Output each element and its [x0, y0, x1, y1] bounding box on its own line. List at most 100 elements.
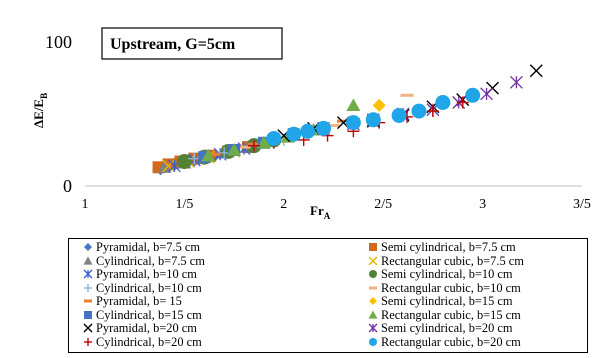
legend-marker-icon: [83, 283, 95, 293]
data-point: [201, 148, 216, 162]
legend-item: Cylindrical, b=15 cm: [83, 307, 202, 322]
legend-marker: [368, 256, 378, 265]
y-tick-label: 100: [45, 32, 72, 52]
legend-label: Cylindrical, b=10 cm: [96, 280, 202, 295]
legend-label: Cylindrical, b=7.5 cm: [96, 253, 205, 268]
data-point: [400, 93, 414, 97]
legend-marker-icon: [83, 296, 95, 306]
data-point: [256, 135, 271, 149]
data-point: [316, 120, 332, 136]
legend-marker-icon: [368, 310, 380, 320]
legend-marker: [369, 297, 377, 305]
legend-marker: [369, 286, 377, 289]
data-point: [411, 103, 427, 119]
legend-marker: [369, 243, 377, 251]
legend-marker: [369, 337, 377, 346]
legend-item: Semi cylindrical, b=10 cm: [368, 268, 513, 280]
legend-label: Semi cylindrical, b=20 cm: [381, 321, 513, 335]
data-point: [237, 145, 251, 149]
legend-marker-icon: [83, 269, 95, 279]
legend-item: Semi cylindrical, b=15 cm: [368, 295, 513, 307]
legend-marker: [84, 243, 92, 251]
x-tick-label: 1: [82, 197, 89, 212]
x-tick-label: 3: [479, 197, 486, 212]
legend-label: Rectangular cubic, b=7.5 cm: [381, 253, 524, 268]
x-tick-labels: 1 1/5 2 2/5 3 3/5: [82, 197, 591, 212]
data-point: [345, 115, 361, 131]
title-box: Upstream, G=5cm: [101, 27, 283, 60]
legend-item: Pyramidal, b=20 cm: [83, 322, 197, 334]
legend-marker-icon: [368, 283, 380, 293]
legend-marker-icon: [83, 323, 95, 333]
y-axis-label: ΔE/EB: [31, 93, 49, 128]
legend-marker: [84, 310, 92, 319]
data-point: [435, 94, 451, 110]
legend-label: Pyramidal, b=7.5 cm: [96, 240, 201, 254]
data-point: [300, 123, 316, 139]
legend-marker-icon: [368, 242, 380, 252]
x-axis-label: FrA: [310, 203, 331, 221]
legend-marker: [83, 269, 93, 279]
legend-item: Cylindrical, b=10 cm: [83, 280, 202, 295]
legend-label: Rectangular cubic, b=20 cm: [381, 334, 521, 349]
legend-item: Rectangular cubic, b=15 cm: [368, 308, 521, 321]
legend-label: Rectangular cubic, b=10 cm: [381, 280, 521, 295]
y-axis-label-sub: B: [39, 93, 49, 99]
legend-marker-icon: [368, 337, 380, 347]
data-point: [346, 98, 361, 111]
data-point: [176, 154, 192, 170]
y-tick-labels: 0 100: [45, 32, 72, 196]
legend-item: Pyramidal, b= 15: [83, 295, 182, 307]
data-point: [286, 126, 302, 142]
x-tick-label: 3/5: [573, 197, 591, 212]
data-point: [227, 143, 242, 156]
legend-marker: [368, 310, 378, 319]
data-point: [266, 130, 282, 146]
y-axis-label-main: ΔE/E: [31, 99, 46, 128]
data-point: [372, 98, 386, 112]
legend-label: Cylindrical, b=20 cm: [96, 334, 202, 349]
legend-marker-icon: [83, 256, 95, 266]
legend-item: Rectangular cubic, b=7.5 cm: [368, 253, 524, 268]
legend-item: Semi cylindrical, b=20 cm: [368, 322, 513, 334]
x-tick-label: 2: [280, 197, 287, 212]
data-point: [465, 87, 481, 103]
data-point: [529, 64, 543, 78]
legend-marker-icon: [368, 256, 380, 266]
legend-label: Semi cylindrical, b=15 cm: [381, 294, 513, 308]
data-point: [426, 105, 439, 118]
legend-marker: [83, 323, 93, 333]
data-point: [207, 152, 221, 156]
data-point: [157, 160, 172, 173]
data-point: [327, 124, 340, 128]
legend-item: Cylindrical, b=7.5 cm: [83, 253, 205, 268]
chart-title: Upstream, G=5cm: [110, 36, 236, 53]
legend-item: Pyramidal, b=7.5 cm: [83, 241, 200, 253]
data-marks: [152, 64, 543, 176]
legend-item: Cylindrical, b=20 cm: [83, 334, 202, 349]
legend-label: Pyramidal, b=20 cm: [96, 321, 197, 335]
legend-marker: [368, 323, 378, 333]
legend-marker-icon: [368, 323, 380, 333]
legend-label: Cylindrical, b=15 cm: [96, 307, 202, 322]
series-9: [372, 98, 386, 112]
x-tick-label: 2/5: [374, 197, 392, 212]
series-15: [266, 87, 481, 146]
legend-item: Rectangular cubic, b=20 cm: [368, 334, 521, 349]
legend: Pyramidal, b=7.5 cm Semi cylindrical, b=7…: [68, 238, 588, 353]
legend-marker: [84, 299, 92, 303]
y-tick-label: 0: [63, 176, 72, 196]
legend-marker: [84, 337, 92, 346]
x-axis-label-main: Fr: [310, 203, 324, 218]
legend-marker: [83, 256, 93, 265]
legend-label: Semi cylindrical, b=10 cm: [381, 267, 513, 281]
data-point: [247, 139, 260, 152]
x-axis-label-sub: A: [324, 211, 331, 221]
legend-label: Pyramidal, b=10 cm: [96, 267, 197, 281]
legend-marker-icon: [83, 310, 95, 320]
legend-marker: [84, 283, 92, 292]
data-point: [365, 112, 381, 128]
legend-item: Rectangular cubic, b=10 cm: [368, 280, 521, 295]
data-point: [480, 87, 494, 101]
legend-marker-icon: [83, 337, 95, 347]
